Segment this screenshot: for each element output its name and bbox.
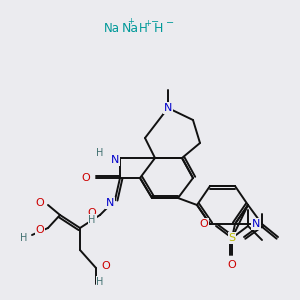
Text: H: H bbox=[153, 22, 163, 34]
Text: H: H bbox=[96, 277, 104, 287]
Text: O: O bbox=[200, 219, 208, 229]
Text: S: S bbox=[228, 233, 236, 243]
Text: O: O bbox=[36, 225, 44, 235]
Text: N: N bbox=[106, 198, 114, 208]
Text: Na: Na bbox=[122, 22, 139, 34]
Text: N: N bbox=[252, 219, 260, 229]
Text: O: O bbox=[102, 261, 110, 271]
Text: +: + bbox=[145, 19, 152, 28]
Text: O: O bbox=[228, 260, 236, 270]
Text: O: O bbox=[36, 198, 44, 208]
Text: H: H bbox=[139, 22, 147, 34]
Text: N: N bbox=[111, 155, 119, 165]
Text: O: O bbox=[82, 173, 90, 183]
Text: N: N bbox=[164, 103, 172, 113]
Text: H: H bbox=[88, 215, 96, 225]
Text: H: H bbox=[20, 233, 28, 243]
Text: O: O bbox=[88, 208, 96, 218]
Text: −: − bbox=[151, 17, 159, 27]
Text: H: H bbox=[96, 148, 104, 158]
Text: −: − bbox=[166, 18, 174, 28]
Text: Na: Na bbox=[104, 22, 120, 34]
Text: +: + bbox=[128, 17, 134, 26]
